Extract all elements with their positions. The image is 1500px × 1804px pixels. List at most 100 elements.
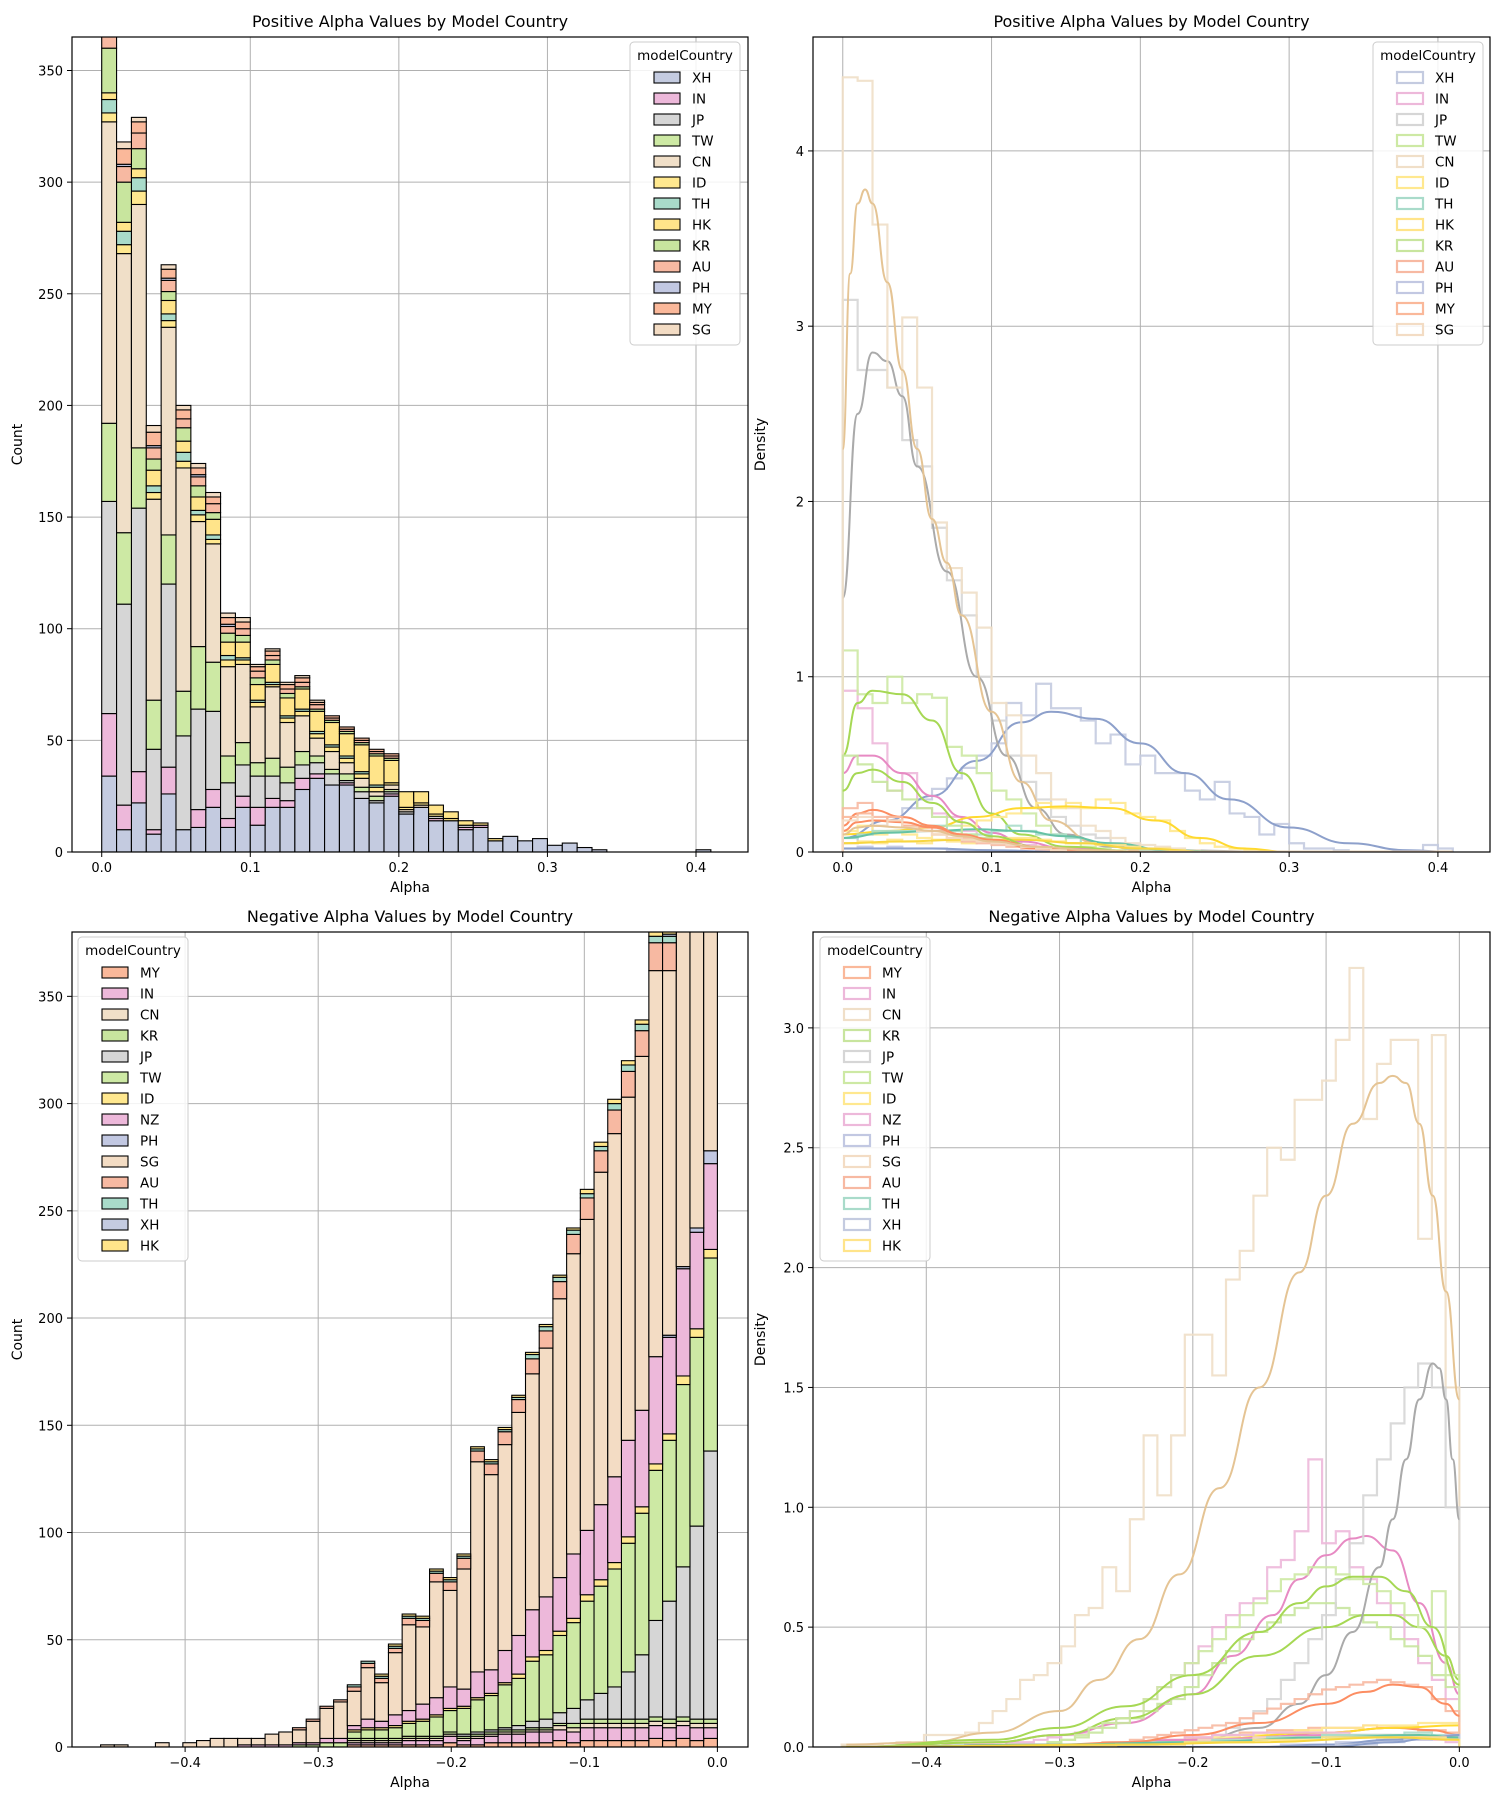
bar [620, 1064, 636, 1072]
bar [249, 666, 266, 672]
bar [429, 1572, 444, 1583]
bar [470, 1737, 485, 1746]
y-tick-label: 150 [38, 511, 63, 526]
legend-swatch [101, 1134, 129, 1147]
bar [566, 1707, 581, 1724]
series-hk [841, 1736, 1461, 1747]
bar [324, 768, 340, 775]
x-axis: −0.4 −0.3 −0.2 −0.1 0.0 Alpha [910, 1747, 1470, 1791]
bar [294, 681, 311, 688]
y-axis: 0 50 100 150 200 250 300 350 Count [10, 64, 72, 861]
x-tick-label: 0.2 [1130, 861, 1151, 876]
kde-curve [846, 1074, 1461, 1746]
bar [116, 165, 132, 183]
bar [634, 1019, 650, 1025]
bar [703, 1163, 718, 1250]
bar [703, 1248, 718, 1259]
bar [415, 1740, 431, 1746]
kde-curve [842, 824, 1141, 852]
bar [566, 1622, 581, 1709]
bar [456, 1557, 472, 1570]
bar [456, 1740, 472, 1746]
bar [703, 1722, 718, 1729]
legend-swatch [1395, 322, 1425, 337]
bar [648, 932, 664, 937]
bar [662, 1600, 677, 1720]
legend-swatch [653, 92, 681, 105]
bar [634, 1722, 650, 1729]
chart-pos_count: 0.0 0.1 0.2 0.3 0.4 Alpha 0 50 100 150 200 250 300 35… [10, 12, 749, 896]
bar [690, 793, 704, 795]
legend-entry: KR [882, 1029, 900, 1045]
bar [145, 833, 162, 852]
bar [309, 773, 326, 779]
legend-entry: MY [882, 966, 903, 982]
bar [264, 650, 281, 657]
x-tick-label: 0.1 [981, 861, 1002, 876]
legend-swatch [1395, 70, 1425, 85]
legend-swatch [653, 176, 681, 189]
bar [704, 782, 718, 788]
bar [593, 1504, 609, 1581]
bar [648, 935, 664, 944]
kde-curve [842, 805, 1290, 852]
legend-entry: SG [1435, 323, 1454, 339]
x-tick-label: 0.2 [389, 861, 410, 876]
bar [442, 1709, 458, 1733]
chart-title: Positive Alpha Values by Model Country [252, 12, 568, 31]
legend: modelCountry XH IN JP TW CN ID TH HK KR AU PH MY SG [1372, 41, 1484, 346]
bar [324, 773, 340, 786]
kde-curve [846, 1614, 1460, 1747]
bar [566, 1253, 581, 1555]
y-tick-label: 100 [38, 623, 63, 638]
bar [552, 1630, 568, 1637]
bar [145, 699, 162, 750]
kde-curve [846, 1362, 1461, 1747]
legend-swatch [1395, 175, 1425, 190]
bar [607, 1103, 622, 1111]
x-axis: 0.0 0.1 0.2 0.3 0.4 Alpha [832, 852, 1448, 896]
bar [552, 1577, 568, 1632]
bar [346, 1731, 362, 1739]
bar [593, 1145, 609, 1152]
kde-curve [842, 838, 1215, 852]
bar [483, 1459, 499, 1463]
bar [160, 313, 177, 322]
bar [319, 1742, 335, 1747]
bar [160, 534, 177, 585]
bar [360, 1667, 376, 1720]
histogram-step [841, 682, 1454, 852]
bar [101, 47, 118, 94]
bar [387, 1643, 403, 1647]
legend-entry: CN [882, 1008, 902, 1024]
bar [279, 692, 296, 699]
legend-entry: KR [140, 1029, 158, 1045]
legend-swatch [842, 1133, 872, 1148]
kde-curve [841, 689, 1215, 852]
bar [249, 706, 266, 764]
bar [116, 829, 132, 852]
y-axis-label: Density [753, 418, 769, 471]
bar [429, 1740, 444, 1746]
bar [648, 1737, 664, 1747]
legend-swatch [842, 1238, 872, 1253]
bar [648, 1619, 664, 1718]
bar [620, 1671, 636, 1720]
bar [579, 1594, 595, 1602]
bar [309, 733, 326, 739]
bar [338, 757, 355, 764]
bar [648, 1469, 664, 1622]
bar [689, 1740, 705, 1747]
bar [291, 1729, 307, 1744]
bar [675, 1268, 691, 1377]
legend-swatch [1395, 91, 1425, 106]
bar [116, 141, 132, 150]
bar [648, 1356, 664, 1465]
legend-entry: AU [882, 1176, 901, 1192]
bar [607, 1562, 622, 1570]
bar [264, 686, 281, 759]
bar [338, 726, 355, 730]
bar [130, 177, 147, 192]
bar [130, 168, 147, 179]
